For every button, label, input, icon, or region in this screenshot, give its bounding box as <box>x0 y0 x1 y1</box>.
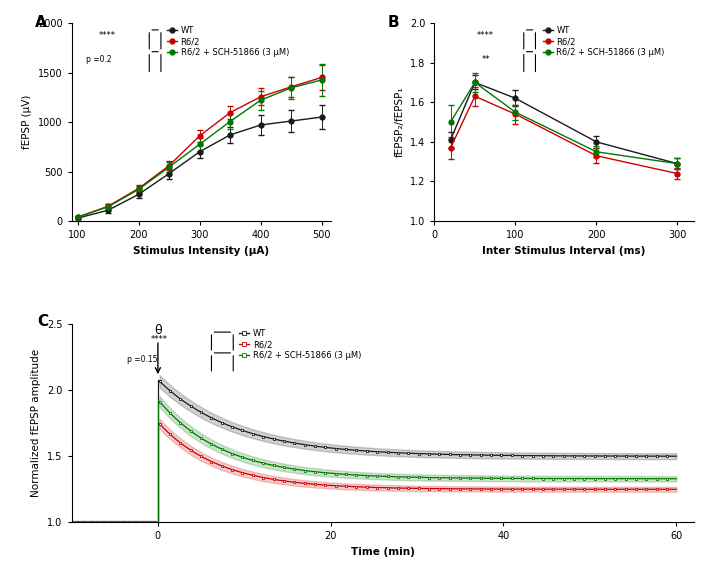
Text: C: C <box>37 315 49 329</box>
Text: A: A <box>35 15 47 30</box>
R6/2 <box>528 486 537 492</box>
R6/2 + SCH-51866 (3 μM) <box>360 472 368 479</box>
R6/2 + SCH-51866 (3 μM) <box>324 470 332 476</box>
Legend: WT, R6/2, R6/2 + SCH-51866 (3 μM): WT, R6/2, R6/2 + SCH-51866 (3 μM) <box>167 25 290 58</box>
R6/2 <box>155 420 164 427</box>
Line: R6/2 + SCH-51866 (3 μM): R6/2 + SCH-51866 (3 μM) <box>158 400 678 480</box>
Y-axis label: Normalized fEPSP amplitude: Normalized fEPSP amplitude <box>31 349 41 497</box>
Text: **: ** <box>482 55 490 64</box>
WT <box>480 452 489 459</box>
R6/2 <box>531 486 539 492</box>
R6/2 + SCH-51866 (3 μM) <box>528 475 537 482</box>
R6/2 + SCH-51866 (3 μM) <box>155 398 164 405</box>
WT <box>360 448 368 455</box>
Text: ****: **** <box>99 32 116 40</box>
R6/2 + SCH-51866 (3 μM) <box>531 475 539 482</box>
R6/2 <box>360 484 368 491</box>
Y-axis label: fEPSP₂/fEPSP₁: fEPSP₂/fEPSP₁ <box>395 87 405 157</box>
Legend: WT, R6/2, R6/2 + SCH-51866 (3 μM): WT, R6/2, R6/2 + SCH-51866 (3 μM) <box>542 25 666 58</box>
X-axis label: Inter Stimulus Interval (ms): Inter Stimulus Interval (ms) <box>483 246 646 255</box>
X-axis label: Stimulus Intensity (μA): Stimulus Intensity (μA) <box>133 246 269 255</box>
R6/2 + SCH-51866 (3 μM) <box>672 475 681 482</box>
R6/2 <box>672 486 681 492</box>
R6/2 <box>480 486 489 492</box>
X-axis label: Time (min): Time (min) <box>350 547 415 557</box>
R6/2 + SCH-51866 (3 μM) <box>217 446 226 453</box>
Text: p =0.2: p =0.2 <box>86 55 112 64</box>
Line: R6/2: R6/2 <box>158 422 678 491</box>
R6/2 + SCH-51866 (3 μM) <box>480 475 489 482</box>
Y-axis label: fEPSP (μV): fEPSP (μV) <box>22 95 32 149</box>
WT <box>528 452 537 459</box>
R6/2 <box>324 482 332 488</box>
Text: ****: **** <box>477 32 494 40</box>
WT <box>672 453 681 460</box>
Text: ****: **** <box>151 335 168 343</box>
Line: WT: WT <box>158 380 678 457</box>
Legend: WT, R6/2, R6/2 + SCH-51866 (3 μM): WT, R6/2, R6/2 + SCH-51866 (3 μM) <box>239 328 362 361</box>
Text: p =0.15: p =0.15 <box>127 355 157 364</box>
WT <box>531 452 539 459</box>
R6/2 <box>217 463 226 470</box>
Text: θ: θ <box>154 324 162 373</box>
WT <box>217 419 226 426</box>
WT <box>324 444 332 451</box>
Text: B: B <box>388 15 400 30</box>
WT <box>155 378 164 385</box>
